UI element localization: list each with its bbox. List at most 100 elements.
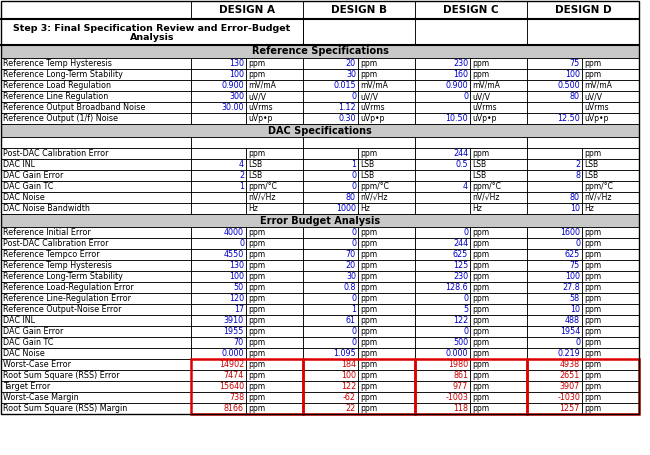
Bar bbox=[303, 403, 358, 414]
Bar bbox=[191, 227, 246, 238]
Bar bbox=[415, 381, 470, 392]
Bar bbox=[582, 148, 639, 159]
Bar bbox=[470, 159, 527, 170]
Bar bbox=[527, 392, 582, 403]
Text: DAC Gain Error: DAC Gain Error bbox=[3, 171, 64, 180]
Bar bbox=[1, 359, 191, 370]
Text: ppm: ppm bbox=[248, 316, 265, 325]
Bar bbox=[358, 337, 415, 348]
Text: ppm: ppm bbox=[360, 371, 377, 380]
Bar bbox=[527, 370, 582, 381]
Bar bbox=[246, 359, 303, 370]
Bar bbox=[303, 137, 415, 148]
Bar bbox=[470, 315, 527, 326]
Bar bbox=[1, 337, 191, 348]
Bar bbox=[527, 403, 582, 414]
Bar bbox=[191, 148, 246, 159]
Bar bbox=[358, 58, 415, 69]
Bar bbox=[303, 1, 415, 19]
Bar bbox=[191, 137, 303, 148]
Bar bbox=[470, 91, 527, 102]
Bar bbox=[358, 69, 415, 80]
Bar bbox=[470, 148, 527, 159]
Bar bbox=[303, 260, 358, 271]
Bar bbox=[1, 19, 303, 45]
Bar bbox=[191, 1, 303, 19]
Bar bbox=[246, 58, 303, 69]
Bar bbox=[1, 271, 191, 282]
Text: 4550: 4550 bbox=[224, 250, 244, 259]
Bar bbox=[527, 381, 582, 392]
Bar bbox=[527, 91, 582, 102]
Text: ppm: ppm bbox=[248, 239, 265, 248]
Bar bbox=[582, 304, 639, 315]
Bar bbox=[1, 19, 303, 45]
Text: ppm: ppm bbox=[584, 382, 601, 391]
Bar bbox=[470, 392, 527, 403]
Bar bbox=[527, 102, 582, 113]
Text: 80: 80 bbox=[346, 193, 356, 202]
Bar bbox=[415, 282, 470, 293]
Text: ppm: ppm bbox=[472, 382, 489, 391]
Text: ppm: ppm bbox=[360, 360, 377, 369]
Bar bbox=[191, 304, 246, 315]
Bar bbox=[358, 271, 415, 282]
Bar bbox=[358, 392, 415, 403]
Bar bbox=[470, 337, 527, 348]
Bar bbox=[582, 227, 639, 238]
Text: ppm: ppm bbox=[360, 404, 377, 413]
Text: ppm: ppm bbox=[360, 349, 377, 358]
Bar bbox=[415, 69, 470, 80]
Bar bbox=[191, 403, 246, 414]
Bar bbox=[470, 304, 527, 315]
Bar bbox=[358, 381, 415, 392]
Bar bbox=[527, 102, 582, 113]
Text: Reference Specifications: Reference Specifications bbox=[252, 46, 389, 56]
Bar bbox=[246, 260, 303, 271]
Bar bbox=[1, 304, 191, 315]
Text: 1257: 1257 bbox=[560, 404, 580, 413]
Text: ppm: ppm bbox=[248, 70, 265, 79]
Text: ppm: ppm bbox=[360, 283, 377, 292]
Bar bbox=[527, 315, 582, 326]
Bar bbox=[191, 359, 246, 370]
Text: ppm: ppm bbox=[584, 327, 601, 336]
Text: 70: 70 bbox=[346, 250, 356, 259]
Bar bbox=[303, 148, 358, 159]
Text: 2: 2 bbox=[239, 171, 244, 180]
Text: 130: 130 bbox=[229, 261, 244, 270]
Bar bbox=[303, 1, 415, 19]
Bar bbox=[527, 403, 582, 414]
Bar bbox=[1, 91, 191, 102]
Bar bbox=[582, 170, 639, 181]
Bar bbox=[1, 203, 191, 214]
Bar bbox=[191, 227, 246, 238]
Bar bbox=[527, 113, 582, 124]
Text: 244: 244 bbox=[453, 239, 468, 248]
Bar bbox=[191, 359, 303, 414]
Bar bbox=[191, 348, 246, 359]
Bar bbox=[415, 192, 470, 203]
Text: DAC Specifications: DAC Specifications bbox=[268, 126, 372, 136]
Bar bbox=[582, 326, 639, 337]
Bar bbox=[470, 271, 527, 282]
Bar bbox=[246, 203, 303, 214]
Bar bbox=[470, 203, 527, 214]
Text: mV/mA: mV/mA bbox=[360, 81, 388, 90]
Bar bbox=[415, 304, 470, 315]
Text: ppm/°C: ppm/°C bbox=[360, 182, 389, 191]
Bar bbox=[527, 392, 582, 403]
Bar bbox=[191, 260, 246, 271]
Bar bbox=[246, 326, 303, 337]
Bar bbox=[1, 304, 191, 315]
Bar bbox=[191, 392, 246, 403]
Bar bbox=[470, 159, 527, 170]
Bar bbox=[303, 80, 358, 91]
Bar bbox=[582, 403, 639, 414]
Bar bbox=[527, 293, 582, 304]
Bar bbox=[582, 381, 639, 392]
Text: 500: 500 bbox=[453, 338, 468, 347]
Bar bbox=[582, 370, 639, 381]
Bar bbox=[527, 159, 582, 170]
Bar bbox=[303, 203, 358, 214]
